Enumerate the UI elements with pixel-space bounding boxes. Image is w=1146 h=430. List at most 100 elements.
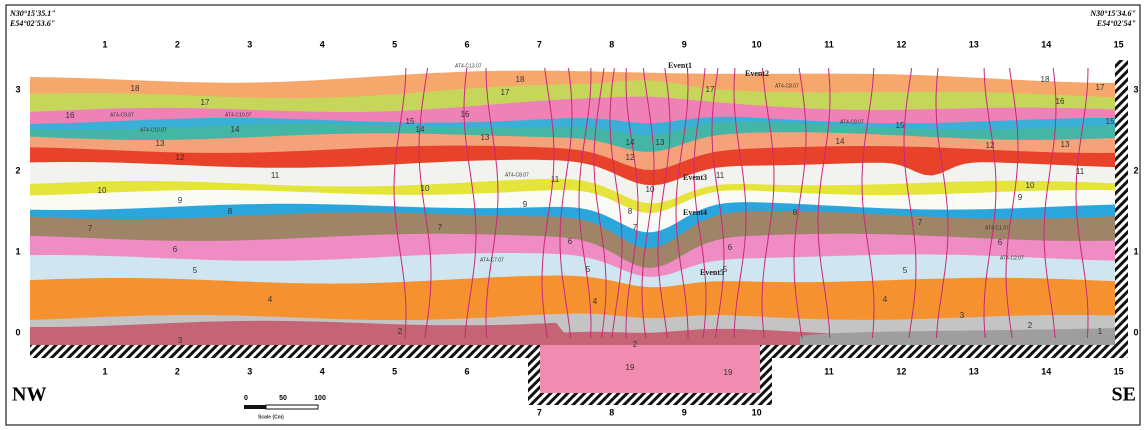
sample-line xyxy=(559,67,573,339)
column-label: 15 xyxy=(1114,366,1124,376)
column-label: 4 xyxy=(320,39,325,49)
layer-label: 3 xyxy=(960,311,965,320)
layer-label: 2 xyxy=(633,340,638,349)
layer-label: 16 xyxy=(1056,97,1065,106)
layer-label: 8 xyxy=(793,208,798,217)
sample-line xyxy=(983,67,997,339)
sample-line xyxy=(463,67,477,339)
layer-label: 7 xyxy=(438,223,443,232)
layer-label: 15 xyxy=(1106,117,1115,126)
sample-label: AT4-C7.07 xyxy=(480,257,504,263)
column-label: 9 xyxy=(682,407,687,417)
sample-line xyxy=(903,67,917,339)
column-label: 8 xyxy=(609,407,614,417)
layer-label: 4 xyxy=(268,295,273,304)
layer-label: 10 xyxy=(421,184,430,193)
layer-label: 10 xyxy=(1026,181,1035,190)
depth-label: 0 xyxy=(1133,327,1138,337)
layer-label: 17 xyxy=(706,85,715,94)
sample-line xyxy=(817,67,831,339)
layer-label: 16 xyxy=(461,110,470,119)
sample-line xyxy=(1043,67,1057,339)
layer-label: 14 xyxy=(231,125,240,134)
scale-bar xyxy=(265,404,319,410)
sample-label: AT4-C8.07 xyxy=(840,119,864,125)
column-label: 11 xyxy=(824,366,834,376)
hatched-base xyxy=(30,60,1128,405)
event-label: Event5 xyxy=(700,268,724,277)
column-label: 3 xyxy=(247,39,252,49)
column-label: 6 xyxy=(464,39,469,49)
event-label: Event2 xyxy=(745,69,769,78)
column-label: 12 xyxy=(896,366,906,376)
sample-label: AT4-C13.07 xyxy=(455,63,482,69)
layer-label: 12 xyxy=(176,153,185,162)
column-label: 10 xyxy=(752,407,762,417)
layer-label: 7 xyxy=(633,223,638,232)
column-label: 12 xyxy=(896,39,906,49)
layer-label: 17 xyxy=(201,98,210,107)
layer-label: 10 xyxy=(646,185,655,194)
column-label: 4 xyxy=(320,366,325,376)
scale-tick: 100 xyxy=(314,395,326,402)
coordinate: N30°15'34.6" xyxy=(1089,9,1136,18)
layer-19-area xyxy=(540,345,760,395)
sample-label: AT4-C10.07 xyxy=(140,127,167,133)
sample-line xyxy=(733,67,747,339)
sample-line xyxy=(578,67,592,339)
event-label: Event4 xyxy=(683,208,707,217)
layer-label: 11 xyxy=(1076,167,1085,176)
layer-label: 11 xyxy=(551,175,560,184)
column-label: 7 xyxy=(537,39,542,49)
layer-label: 5 xyxy=(903,266,908,275)
column-label: 9 xyxy=(682,39,687,49)
sample-line xyxy=(593,67,607,339)
layer-label: 16 xyxy=(66,111,75,120)
layer-label: 19 xyxy=(626,363,635,372)
sample-line xyxy=(393,67,407,339)
layer-label: 18 xyxy=(131,84,140,93)
layer-label: 11 xyxy=(716,171,725,180)
layer-label: 11 xyxy=(271,171,280,180)
layer-label: 5 xyxy=(586,265,591,274)
layer-label: 8 xyxy=(628,207,633,216)
column-label: 11 xyxy=(824,39,834,49)
column-label: 2 xyxy=(175,366,180,376)
sample-label: AT4-C9.07 xyxy=(110,112,134,118)
layer-label: 19 xyxy=(724,368,733,377)
layer-label: 12 xyxy=(986,141,995,150)
sample-label: AT4-C8.07 xyxy=(505,172,529,178)
layer-1 xyxy=(800,328,1116,346)
layer-label: 7 xyxy=(88,224,93,233)
layer-label: 3 xyxy=(178,336,183,345)
sample-line xyxy=(793,67,807,339)
sample-label: AT4-C10.07 xyxy=(225,112,252,118)
sample-lines xyxy=(393,67,1089,339)
column-label: 14 xyxy=(1041,39,1051,49)
depth-label: 3 xyxy=(15,84,20,94)
layer-label: 2 xyxy=(398,327,403,336)
sample-label: AT4-C1.07 xyxy=(985,225,1009,231)
layers xyxy=(30,70,1116,346)
sample-line xyxy=(1005,67,1019,339)
column-label: 5 xyxy=(392,366,397,376)
depth-label: 1 xyxy=(15,246,20,256)
layer-label: 12 xyxy=(626,153,635,162)
sample-line xyxy=(541,67,555,339)
sample-line xyxy=(693,67,707,339)
column-label: 10 xyxy=(752,39,762,49)
column-label: 14 xyxy=(1041,366,1051,376)
layer-label: 15 xyxy=(896,121,905,130)
layer-label: 8 xyxy=(228,207,233,216)
layer-label: 2 xyxy=(1028,321,1033,330)
direction: SE xyxy=(1112,384,1136,406)
layer-label: 13 xyxy=(656,138,665,147)
layer-label: 18 xyxy=(516,75,525,84)
layer-label: 9 xyxy=(523,200,528,209)
layer-label: 1 xyxy=(1098,327,1103,336)
sample-line xyxy=(418,67,432,339)
layer-label: 5 xyxy=(193,266,198,275)
column-label: 1 xyxy=(102,366,107,376)
sample-line xyxy=(641,67,655,339)
